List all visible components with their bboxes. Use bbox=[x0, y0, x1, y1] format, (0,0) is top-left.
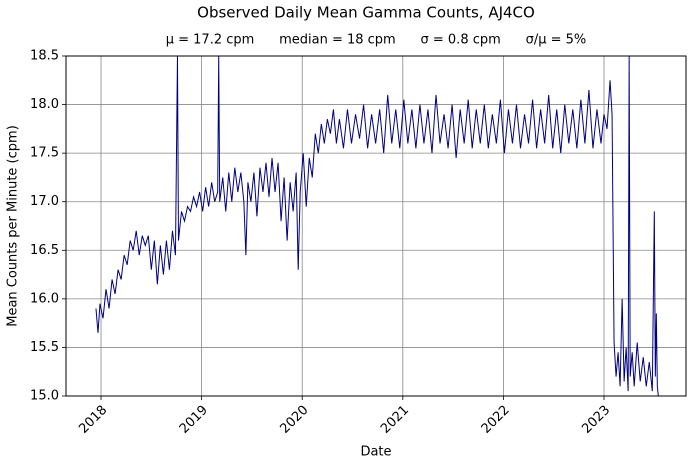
plot-frame bbox=[65, 55, 687, 397]
x-tick-label: 2018 bbox=[76, 403, 110, 437]
x-axis-label: Date bbox=[360, 445, 391, 460]
y-tick-label: 17.0 bbox=[30, 194, 59, 209]
y-tick-label: 17.5 bbox=[30, 146, 59, 161]
y-tick-label: 15.0 bbox=[30, 389, 59, 404]
chart-title: Observed Daily Mean Gamma Counts, AJ4CO bbox=[197, 4, 535, 22]
x-tick-label: 2022 bbox=[479, 403, 513, 437]
y-tick-label: 16.0 bbox=[30, 291, 59, 306]
y-axis-label: Mean Counts per Minute (cpm) bbox=[6, 125, 21, 327]
x-tick-label: 2021 bbox=[378, 403, 412, 437]
chart-subtitle: μ = 17.2 cpm median = 18 cpm σ = 0.8 cpm… bbox=[166, 33, 587, 48]
x-tick-label: 2020 bbox=[278, 403, 312, 437]
y-tick-label: 18.0 bbox=[30, 97, 59, 112]
x-tick-label: 2023 bbox=[579, 403, 613, 437]
x-tick-label: 2019 bbox=[177, 403, 211, 437]
y-tick-label: 15.5 bbox=[30, 340, 59, 355]
y-tick-label: 18.5 bbox=[30, 49, 59, 64]
data-line bbox=[95, 56, 659, 396]
y-tick-label: 16.5 bbox=[30, 243, 59, 258]
